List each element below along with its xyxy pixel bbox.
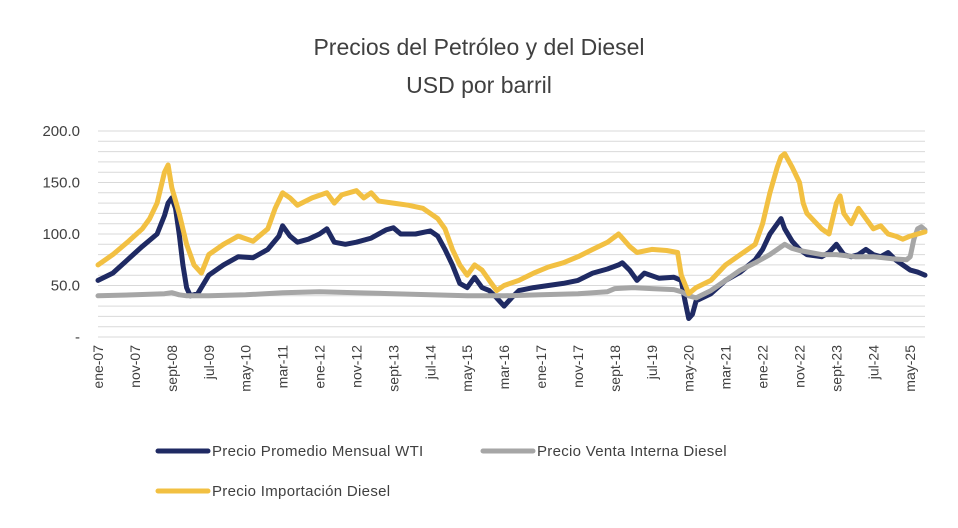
x-tick-label: sept-08 <box>164 345 180 392</box>
series-line-3 <box>95 151 928 297</box>
x-tick-label: mar-11 <box>275 345 291 389</box>
x-tick-label: jul-09 <box>201 345 217 380</box>
legend-label: Precio Importación Diesel <box>212 483 390 500</box>
grid-lines <box>98 130 925 338</box>
x-tick-label: jul-24 <box>865 345 881 380</box>
x-tick-label: nov-17 <box>570 345 586 388</box>
x-tick-label: may-10 <box>238 345 254 392</box>
x-tick-label: may-15 <box>459 345 475 392</box>
x-tick-label: ene-07 <box>90 345 106 389</box>
x-tick-label: jul-14 <box>422 345 438 380</box>
x-tick-label: sept-18 <box>607 345 623 392</box>
x-tick-label: ene-12 <box>312 345 328 389</box>
series-line-1 <box>95 195 928 321</box>
y-tick-label: - <box>75 329 80 346</box>
x-tick-label: jul-19 <box>644 345 660 380</box>
x-tick-label: mar-21 <box>718 345 734 390</box>
x-tick-label: nov-07 <box>127 345 143 388</box>
y-axis-ticks: - 50.0 100.0 150.0 200.0 <box>42 123 80 346</box>
x-tick-label: ene-17 <box>533 345 549 389</box>
x-axis-ticks: ene-07 nov-07 sept-08 jul-09 may-10 mar-11 ene… <box>90 345 918 392</box>
x-tick-label: mar-16 <box>496 345 512 390</box>
x-tick-label: may-20 <box>681 345 697 392</box>
x-tick-label: may-25 <box>902 345 918 392</box>
chart-title: Precios del Petróleo y del Diesel <box>313 34 644 60</box>
y-tick-label: 50.0 <box>51 278 80 295</box>
series-lines <box>95 151 928 321</box>
x-tick-label: nov-22 <box>791 345 807 388</box>
y-tick-label: 200.0 <box>42 123 80 140</box>
x-tick-label: sept-23 <box>828 345 844 392</box>
x-tick-label: nov-12 <box>348 345 364 388</box>
chart-subtitle: USD por barril <box>406 72 552 98</box>
legend-label: Precio Promedio Mensual WTI <box>212 443 424 460</box>
legend: Precio Promedio Mensual WTI Precio Venta … <box>155 443 727 500</box>
x-tick-label: sept-13 <box>385 345 401 392</box>
y-tick-label: 100.0 <box>42 226 80 243</box>
series-line-2 <box>95 224 928 301</box>
legend-label: Precio Venta Interna Diesel <box>537 443 727 460</box>
y-tick-label: 150.0 <box>42 175 80 192</box>
x-tick-label: ene-22 <box>755 345 771 389</box>
